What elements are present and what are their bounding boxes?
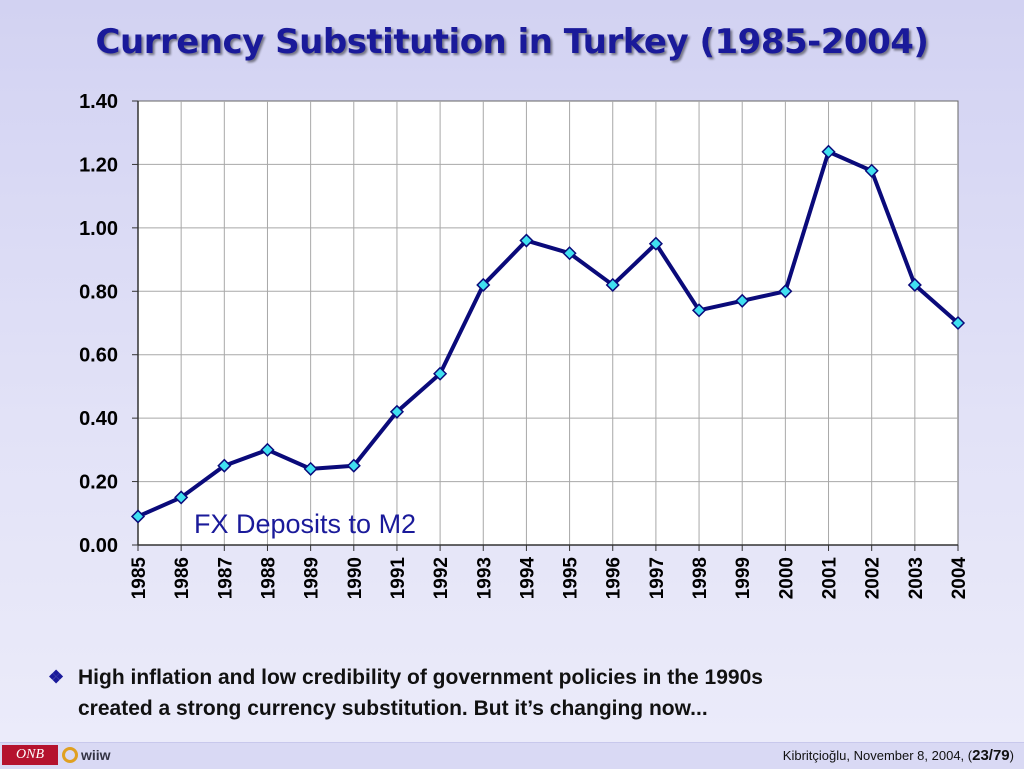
y-tick-label: 0.80 (79, 281, 118, 303)
plot-area (137, 100, 959, 546)
footer-author-date: Kibritçioğlu, November 8, 2004, ( (782, 748, 973, 763)
y-tick-label: 0.60 (79, 345, 118, 367)
x-tick-label: 1993 (474, 557, 495, 599)
data-point-1990 (346, 458, 361, 473)
data-point-2000 (778, 284, 793, 299)
slide-title: Currency Substitution in Turkey (1985-20… (95, 22, 929, 62)
footer-close-paren: ) (1009, 748, 1014, 763)
x-tick-label: 1994 (517, 557, 538, 600)
x-tick-label: 1987 (215, 557, 236, 599)
footer-page-number: 23/79 (972, 747, 1010, 764)
data-point-1985 (130, 509, 146, 524)
x-tick-label: 1998 (690, 557, 711, 599)
x-tick-label: 1999 (733, 557, 754, 599)
data-point-1997 (648, 236, 663, 251)
x-tick-label: 1988 (258, 557, 279, 599)
onb-logo: ONB (2, 745, 58, 765)
y-tick-label: 0.20 (79, 472, 118, 494)
x-tick-label: 1997 (647, 557, 668, 599)
line-chart: 0.000.200.400.600.801.001.201.40 1985 198… (79, 91, 970, 600)
x-tick-label: 1996 (604, 557, 625, 599)
x-tick-label: 2000 (776, 557, 797, 599)
wiiw-logo: wiiw (62, 745, 111, 765)
y-tick-label: 1.00 (79, 218, 118, 240)
chart-annotation: FX Deposits to M2 (194, 509, 416, 539)
bullet-line-1: High inflation and low credibility of go… (78, 666, 763, 689)
wiiw-logo-text: wiiw (81, 747, 111, 763)
footer-citation: Kibritçioğlu, November 8, 2004, (23/79) (783, 747, 1014, 764)
footer-band (0, 742, 1024, 769)
data-point-1987 (217, 458, 232, 473)
data-point-1999 (735, 293, 750, 308)
wiiw-ring-icon (62, 747, 78, 763)
data-point-1992 (433, 366, 448, 381)
x-tick-label: 2001 (820, 557, 841, 600)
bullet-point: ❖ High inflation and low credibility of … (48, 662, 988, 724)
x-tick-label: 2003 (906, 557, 927, 599)
x-tick-label: 1992 (431, 557, 452, 599)
data-point-2001 (821, 144, 836, 159)
y-tick-label: 0.00 (79, 535, 118, 557)
x-tick-label: 1985 (129, 557, 150, 600)
y-axis: 0.00 0.20 0.40 0.60 0.80 1.00 1.20 1.40 (79, 91, 139, 557)
data-point-1994 (519, 233, 534, 248)
x-tick-label: 2004 (949, 557, 970, 600)
series-markers (130, 144, 966, 524)
x-tick-label: 2002 (863, 557, 884, 599)
series-line-fx-deposits (137, 149, 960, 519)
x-axis: 1985 1986 1987 1988 1989 1990 1991 1992 1993 1994… (129, 544, 970, 600)
x-tick-label: 1995 (561, 557, 582, 600)
y-tick-label: 1.40 (79, 91, 118, 113)
data-point-1991 (389, 404, 405, 419)
x-tick-label: 1989 (302, 557, 323, 599)
data-point-2004 (950, 315, 966, 331)
diamond-bullet-icon: ❖ (48, 667, 65, 687)
data-point-2003 (907, 277, 922, 293)
data-point-1998 (691, 303, 707, 318)
x-tick-label: 1990 (345, 557, 366, 599)
x-tick-label: 1986 (172, 557, 193, 599)
data-point-1989 (303, 461, 318, 476)
data-point-1986 (174, 490, 189, 505)
data-point-2002 (864, 163, 879, 178)
data-point-1988 (260, 442, 275, 457)
y-tick-label: 1.20 (79, 154, 118, 176)
data-point-1996 (605, 277, 620, 293)
x-tick-label: 1991 (388, 557, 409, 600)
data-point-1995 (562, 246, 577, 261)
y-tick-label: 0.40 (79, 408, 118, 430)
data-point-1993 (476, 277, 491, 293)
bullet-line-2: created a strong currency substitution. … (78, 697, 708, 720)
bullet-text: High inflation and low credibility of go… (78, 662, 763, 724)
